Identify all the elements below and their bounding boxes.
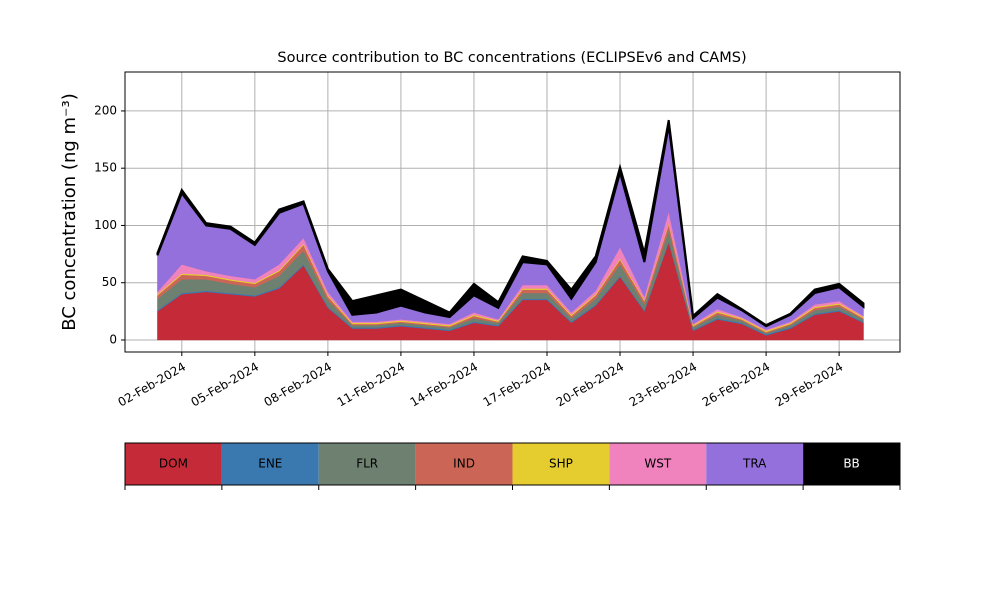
legend-label: SHP <box>549 457 573 471</box>
x-tick-label: 29-Feb-2024 <box>773 360 846 410</box>
chart-title: Source contribution to BC concentrations… <box>277 50 746 66</box>
legend-label: ENE <box>258 457 282 471</box>
x-tick-label: 26-Feb-2024 <box>700 360 773 410</box>
y-tick-label: 0 <box>109 332 117 346</box>
legend-swatch <box>609 443 707 485</box>
y-tick-label: 150 <box>94 161 117 175</box>
legend-label: TRA <box>742 457 767 471</box>
legend-label: WST <box>644 457 671 471</box>
legend-swatch <box>318 443 416 485</box>
legend-label: FLR <box>356 457 378 471</box>
y-axis-label: BC concentration (ng m⁻³) <box>59 93 80 331</box>
x-tick-label: 08-Feb-2024 <box>262 360 335 410</box>
plot-frame <box>124 71 901 353</box>
x-tick-label: 05-Feb-2024 <box>189 360 262 410</box>
legend-label: DOM <box>159 457 188 471</box>
legend-swatch <box>512 443 610 485</box>
legend-swatch <box>221 443 319 485</box>
x-tick-label: 11-Feb-2024 <box>335 360 408 410</box>
legend-frame <box>124 442 901 486</box>
y-tick-label: 200 <box>94 103 117 117</box>
x-tick-label: 17-Feb-2024 <box>481 360 554 410</box>
legend-swatch <box>803 443 900 485</box>
x-tick-label: 14-Feb-2024 <box>408 360 481 410</box>
legend-swatch <box>125 443 222 485</box>
legend-label: IND <box>453 457 475 471</box>
x-tick-label: 23-Feb-2024 <box>627 360 700 410</box>
legend-swatch <box>706 443 804 485</box>
x-tick-label: 20-Feb-2024 <box>554 360 627 410</box>
area <box>156 119 865 328</box>
y-tick-label: 50 <box>102 275 117 289</box>
legend-swatch <box>415 443 513 485</box>
y-tick-label: 100 <box>94 218 117 232</box>
x-tick-label: 02-Feb-2024 <box>115 360 188 410</box>
legend-label: BB <box>843 457 859 471</box>
